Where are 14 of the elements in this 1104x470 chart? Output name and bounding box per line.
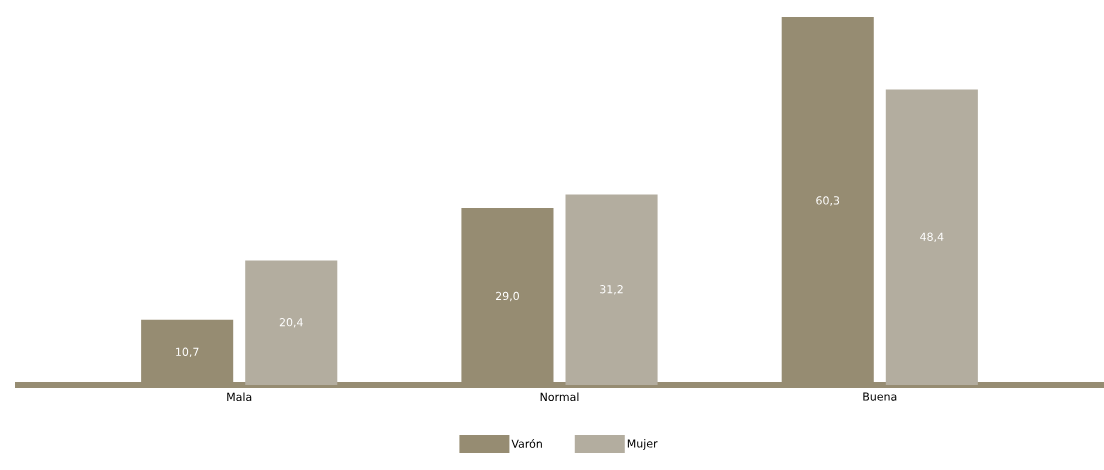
data-label: 20,4 [279, 318, 303, 328]
bar [245, 260, 338, 385]
x-tick-label: Mala [227, 392, 252, 402]
legend-label: Mujer [627, 439, 658, 450]
bar [565, 194, 658, 385]
data-label: 48,4 [920, 232, 944, 243]
data-label: 10,7 [176, 347, 199, 358]
x-tick-label: Normal [540, 392, 579, 402]
bar [885, 89, 978, 385]
data-label: 31,2 [600, 285, 623, 295]
x-tick-label: Buena [863, 392, 897, 401]
data-label: 60,3 [816, 196, 840, 206]
data-label: 29,0 [496, 291, 519, 302]
legend-label: Varón [511, 438, 542, 448]
